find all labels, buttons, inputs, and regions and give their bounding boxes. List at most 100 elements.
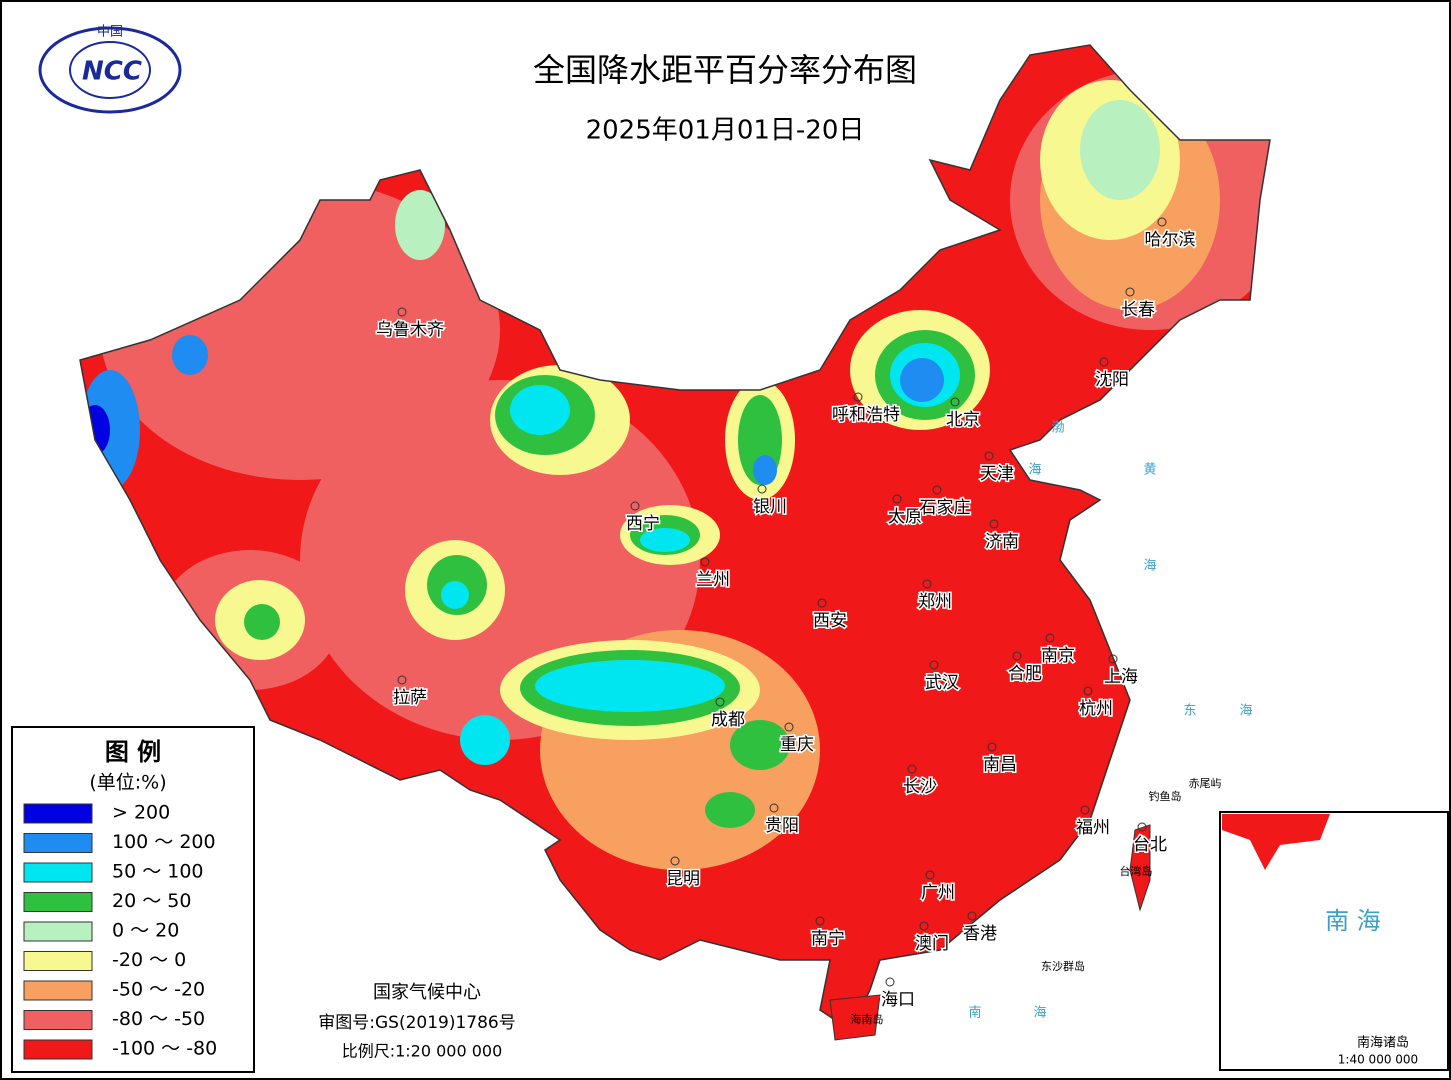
legend-label: > 200 <box>112 802 170 824</box>
legend-swatch <box>23 921 93 942</box>
place-label: 钓鱼岛 <box>1149 789 1182 803</box>
taiwan <box>1129 824 1151 912</box>
legend-title: 图 例 <box>105 738 161 766</box>
city-label: 哈尔滨 <box>1145 230 1196 250</box>
legend-swatch <box>23 892 93 912</box>
city-label: 台北 <box>1133 835 1167 855</box>
city-marker <box>922 579 932 589</box>
place-label: 海南岛 <box>851 1012 884 1026</box>
inset-coast <box>1222 814 1330 870</box>
city-marker <box>817 598 827 608</box>
city-label: 沈阳 <box>1095 370 1129 390</box>
city-marker <box>929 660 939 670</box>
city-marker <box>630 501 640 511</box>
city-label: 香港 <box>963 924 997 944</box>
city-label: 上海 <box>1104 667 1138 687</box>
place-label: 台湾岛 <box>1120 864 1153 878</box>
city-label: 长沙 <box>903 777 937 797</box>
city-marker <box>1012 651 1022 661</box>
city-marker <box>1080 805 1090 815</box>
city-label: 成都 <box>711 710 745 730</box>
city-label: 郑州 <box>918 592 952 612</box>
city-marker <box>950 397 960 407</box>
city-label: 海口 <box>881 990 915 1010</box>
city-label: 南京 <box>1041 646 1075 666</box>
footer-approval: 审图号:GS(2019)1786号 <box>318 1013 515 1033</box>
city-marker <box>670 856 680 866</box>
city-label: 贵阳 <box>765 816 799 836</box>
footer-org: 国家气候中心 <box>373 982 481 1003</box>
subtitle: 2025年01月01日-20日 <box>586 116 865 146</box>
city-label: 济南 <box>985 532 1019 552</box>
place-label: 东沙群岛 <box>1041 959 1085 973</box>
city-label: 呼和浩特 <box>832 405 900 425</box>
sea-label: 黄 <box>1143 463 1156 478</box>
legend-label: -100 ～ -80 <box>112 1038 217 1060</box>
city-marker <box>1108 654 1118 664</box>
inset-title: 南 海 <box>1325 907 1381 935</box>
sea-label: 海 <box>1028 463 1041 478</box>
legend-label: 50 ～ 100 <box>112 861 204 883</box>
city-marker <box>1083 686 1093 696</box>
city-marker <box>715 697 725 707</box>
legend-swatch <box>23 862 93 883</box>
legend-swatch <box>23 951 93 971</box>
city-label: 石家庄 <box>920 498 971 518</box>
city-label: 合肥 <box>1008 664 1042 684</box>
city-label: 昆明 <box>666 869 700 889</box>
city-label: 武汉 <box>925 673 959 693</box>
city-label: 澳门 <box>915 934 949 954</box>
city-marker <box>1157 217 1167 227</box>
logo-text: NCC <box>82 57 142 87</box>
sea-label: 海 <box>1239 704 1252 719</box>
city-label: 南宁 <box>811 929 845 949</box>
legend-swatch <box>23 1039 93 1060</box>
legend-unit: (单位:%) <box>89 772 166 794</box>
sea-label: 海 <box>1143 559 1156 574</box>
city-label: 北京 <box>946 410 980 430</box>
city-marker <box>984 451 994 461</box>
city-label: 福州 <box>1076 818 1110 838</box>
city-marker <box>1125 287 1135 297</box>
inset-label: 南海诸岛 <box>1357 1035 1409 1051</box>
sea-label: 渤 <box>1051 420 1064 436</box>
city-marker <box>967 911 977 921</box>
city-label: 太原 <box>888 507 922 527</box>
title: 全国降水距平百分率分布图 <box>533 51 917 89</box>
logo <box>38 26 182 114</box>
sea-label: 南 <box>968 1005 981 1021</box>
city-marker <box>784 722 794 732</box>
city-marker <box>757 484 767 494</box>
city-label: 长春 <box>1121 300 1155 320</box>
legend-swatch <box>23 980 93 1001</box>
city-label: 拉萨 <box>393 688 427 708</box>
city-label: 南昌 <box>983 755 1017 775</box>
city-marker <box>925 870 935 880</box>
city-marker <box>907 764 917 774</box>
city-marker <box>885 977 895 987</box>
city-marker <box>989 519 999 529</box>
city-label: 兰州 <box>696 570 730 590</box>
city-marker <box>815 916 825 926</box>
footer-scale: 比例尺:1:20 000 000 <box>342 1042 503 1061</box>
city-marker <box>397 307 407 317</box>
city-label: 乌鲁木齐 <box>376 320 444 340</box>
legend-swatch <box>23 803 93 824</box>
city-marker <box>892 494 902 504</box>
legend-label: 20 ～ 50 <box>112 890 191 912</box>
inset-scale: 1:40 000 000 <box>1338 1053 1418 1067</box>
place-label: 赤尾屿 <box>1189 777 1222 790</box>
city-marker <box>932 485 942 495</box>
city-marker <box>1099 357 1109 367</box>
logo-top: 中国 <box>97 25 123 40</box>
city-marker <box>769 803 779 813</box>
legend-swatch <box>23 1010 93 1030</box>
inset-frame <box>1219 811 1449 1071</box>
city-marker <box>853 392 863 402</box>
hainan <box>829 994 881 1041</box>
legend-label: -20 ～ 0 <box>112 949 186 971</box>
legend-label: -50 ～ -20 <box>112 979 205 1001</box>
city-label: 杭州 <box>1079 699 1113 719</box>
